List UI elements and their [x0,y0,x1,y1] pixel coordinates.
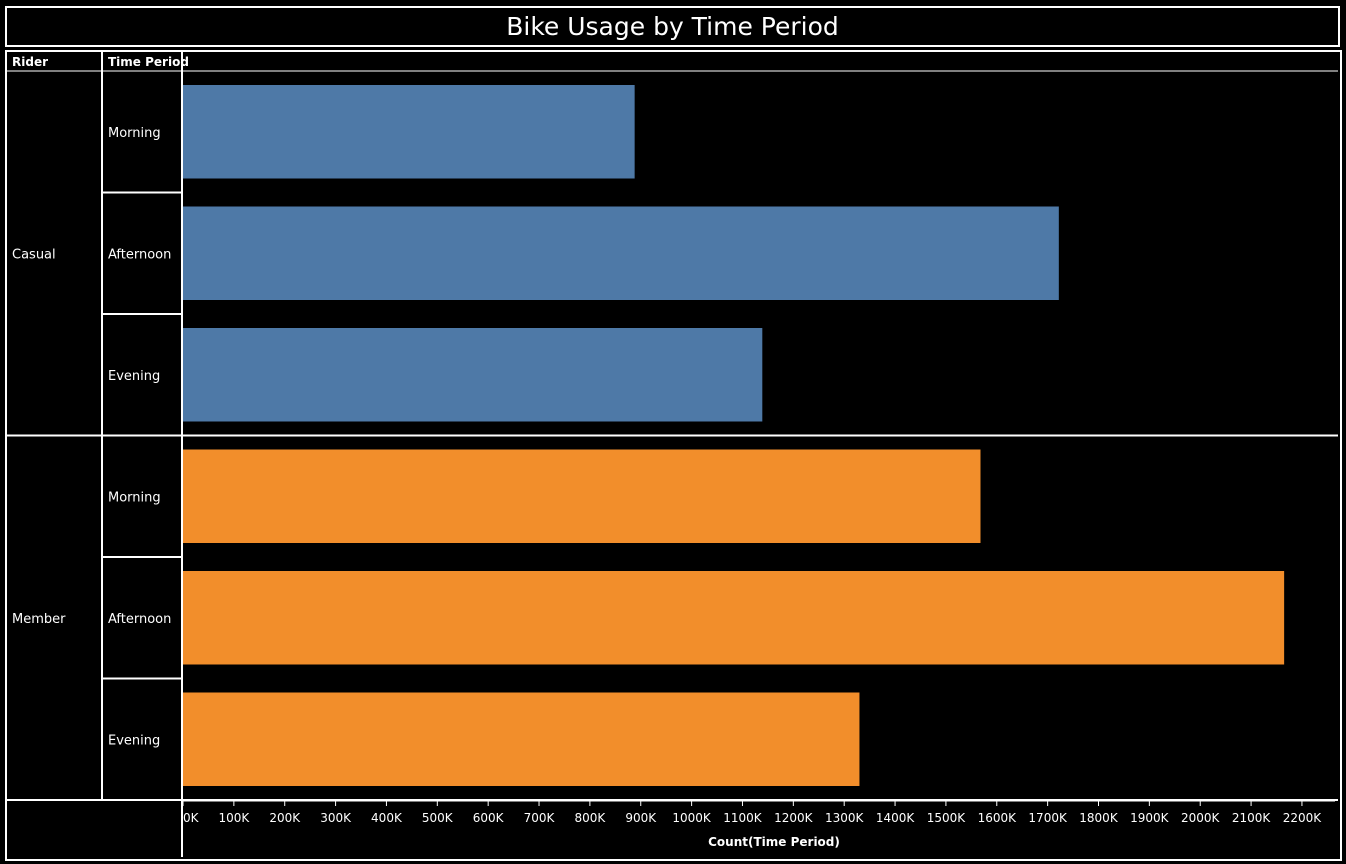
x-tick-label: 1600K [978,811,1018,825]
bar-casual-morning [183,85,635,179]
x-tick-label: 100K [218,811,250,825]
bar-member-afternoon [183,571,1285,665]
bar-member-morning [183,449,981,543]
x-tick-label: 2200K [1283,811,1323,825]
x-tick-label: 700K [524,811,556,825]
x-tick-label: 600K [473,811,505,825]
x-tick-label: 300K [320,811,352,825]
chart-frame [5,50,1342,861]
x-tick-label: 1300K [825,811,865,825]
x-tick-label: 200K [269,811,301,825]
x-tick-label: 1700K [1028,811,1068,825]
chart-title: Bike Usage by Time Period [5,6,1340,47]
period-label-casual-morning: Morning [108,126,161,141]
column-header-time-period: Time Period [108,55,189,69]
period-label-member-morning: Morning [108,490,161,505]
x-tick-label: 1200K [774,811,814,825]
x-tick-label: 800K [574,811,606,825]
column-header-rider: Rider [12,55,48,69]
x-tick-label: 1400K [876,811,916,825]
rider-label-casual: Casual [12,247,56,262]
x-tick-label: 900K [625,811,657,825]
x-tick-label: 0K [183,811,200,825]
x-tick-label: 400K [371,811,403,825]
bar-casual-afternoon [183,206,1059,300]
x-tick-label: 2100K [1232,811,1272,825]
x-tick-label: 500K [422,811,454,825]
x-tick-label: 1000K [672,811,712,825]
bar-member-evening [183,692,860,786]
rider-label-member: Member [12,612,66,627]
period-label-casual-afternoon: Afternoon [108,247,171,262]
x-axis-title: Count(Time Period) [708,835,840,849]
bar-casual-evening [183,328,763,422]
period-label-member-evening: Evening [108,733,160,748]
period-label-casual-evening: Evening [108,369,160,384]
x-tick-label: 1100K [723,811,763,825]
x-tick-label: 1500K [927,811,967,825]
x-tick-label: 2000K [1181,811,1221,825]
x-tick-label: 1900K [1130,811,1170,825]
period-label-member-afternoon: Afternoon [108,612,171,627]
x-tick-label: 1800K [1079,811,1119,825]
